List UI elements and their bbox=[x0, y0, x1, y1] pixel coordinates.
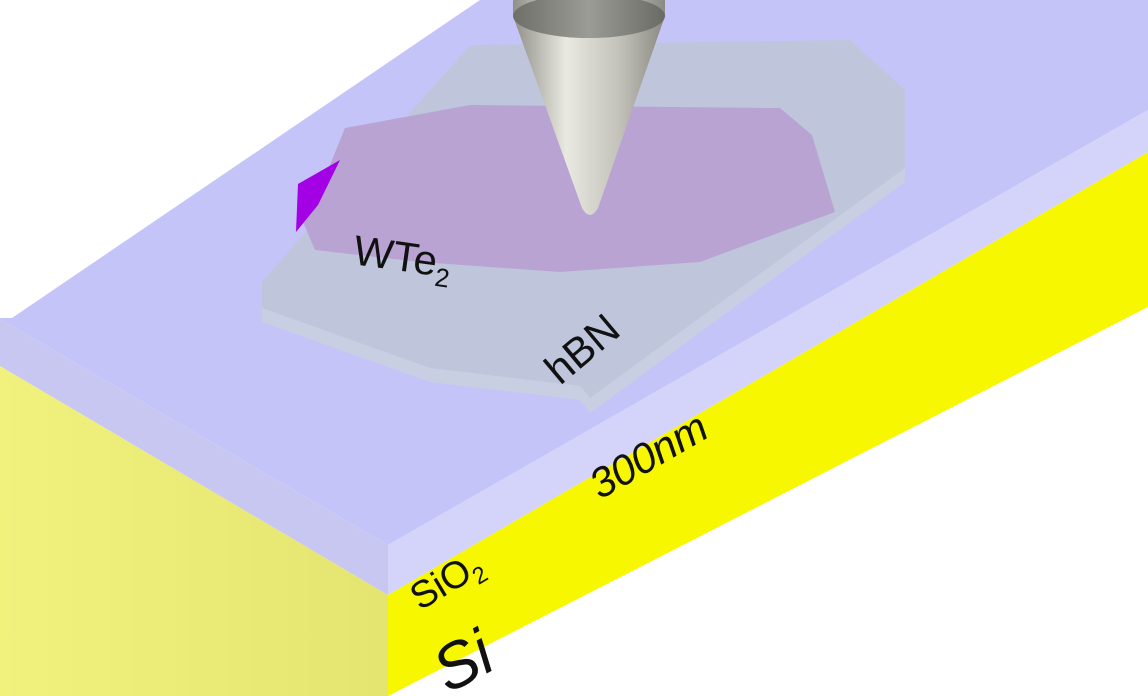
probe-tip bbox=[513, 0, 665, 215]
si-side-face bbox=[388, 152, 1148, 696]
background-corner bbox=[0, 0, 480, 318]
probe-tip-top bbox=[513, 0, 665, 38]
wte2-flake bbox=[300, 105, 835, 272]
wte2-edge-accent bbox=[296, 160, 340, 232]
si-front-face bbox=[0, 366, 388, 696]
sio2-front-face bbox=[0, 319, 388, 595]
wte2-label: WTe2 bbox=[350, 226, 455, 293]
sio2-side-face bbox=[388, 110, 1148, 595]
